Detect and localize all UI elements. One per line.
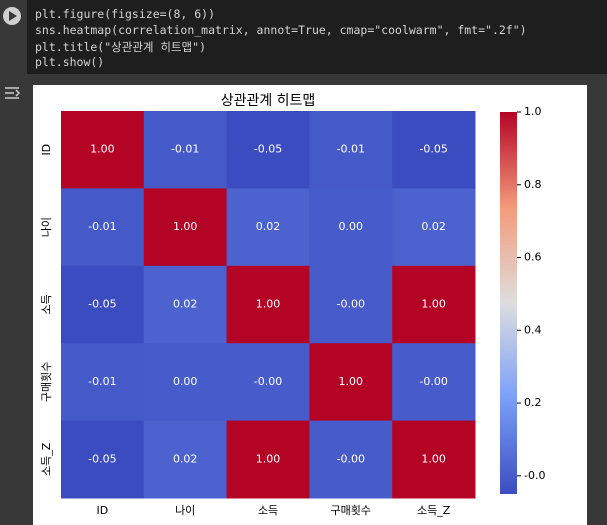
y-tick-label: 구매횟수: [40, 362, 53, 402]
x-tick-label: 나이: [175, 504, 195, 517]
y-tick-label: ID: [40, 144, 53, 156]
cell-label: -0.00: [254, 375, 282, 388]
heatmap-cell: [61, 420, 145, 499]
x-tick-label: 소득: [258, 504, 278, 517]
cell-gutter: [3, 7, 21, 99]
y-tick-label: 소득: [40, 294, 53, 314]
cell-label: 0.02: [256, 220, 281, 233]
heatmap-cell: [143, 265, 228, 344]
heatmap-cell: [392, 420, 476, 499]
heatmap-cell: [61, 343, 145, 422]
heatmap-cell: [392, 111, 476, 189]
heatmap-cell: [143, 188, 228, 267]
code-cell[interactable]: plt.figure(figsize=(8, 6)) sns.heatmap(c…: [27, 0, 607, 74]
cell-label: -0.01: [88, 220, 116, 233]
heatmap-cell: [143, 111, 228, 189]
x-tick-label: 구매횟수: [331, 504, 371, 517]
x-tick-label: 소득_Z: [417, 504, 451, 517]
y-tick-label: 나이: [40, 217, 53, 237]
cell-label: 1.00: [339, 375, 364, 388]
cell-label: 1.00: [256, 298, 281, 311]
chart: 상관관계 히트맵 1.00 -0.01 -0.05 -0.01 -0.05 -0.01 1.…: [33, 85, 587, 525]
code-line: sns.heatmap(correlation_matrix, annot=Tr…: [35, 23, 527, 37]
heatmap-cell: [143, 420, 228, 499]
code-line: plt.show(): [35, 55, 105, 69]
y-tick-label: 소득_Z: [40, 442, 53, 476]
cell-label: 0.00: [173, 375, 198, 388]
colorbar-tick-label: 0.8: [524, 178, 542, 191]
colorbar-tick-label: 1.0: [524, 105, 542, 118]
heatmap-cell: [226, 111, 310, 189]
cell-label: 0.02: [173, 298, 198, 311]
code-line: plt.title("상관관계 히트맵"): [35, 40, 206, 54]
heatmap-cell: [309, 343, 393, 422]
heatmap-cell: [392, 188, 476, 267]
cell-label: -0.05: [88, 452, 116, 465]
cell-label: 0.02: [173, 452, 198, 465]
cell-label: -0.05: [254, 143, 282, 156]
cell-label: 0.00: [339, 220, 364, 233]
cell-label: 1.00: [421, 452, 446, 465]
x-tick-label: ID: [97, 504, 109, 517]
heatmap-cell: [226, 420, 310, 499]
heatmap-cell: [392, 343, 476, 422]
heatmap-cell: [226, 188, 310, 267]
cell-label: 1.00: [256, 452, 281, 465]
cell-label: -0.05: [88, 298, 116, 311]
cell-label: -0.00: [337, 452, 365, 465]
heatmap-cell: [309, 111, 393, 189]
heatmap-cell: [61, 265, 145, 344]
colorbar-tick-label: 0.2: [524, 396, 542, 409]
cell-label: -0.00: [419, 375, 447, 388]
cell-label: 1.00: [90, 143, 115, 156]
colorbar-tick-label: -0.0: [524, 469, 545, 482]
cell-label: -0.01: [337, 143, 365, 156]
colorbar-tick-label: 0.4: [524, 323, 542, 336]
heatmap-cell: [309, 420, 393, 499]
output-icon[interactable]: [5, 87, 21, 99]
cell-label: -0.01: [88, 375, 116, 388]
heatmap-cell: [309, 265, 393, 344]
colorbar-tick-label: 0.6: [524, 251, 542, 264]
heatmap-cell: [226, 343, 310, 422]
heatmap-cell: [61, 188, 145, 267]
heatmap-cell: [143, 343, 228, 422]
cell-label: 0.02: [421, 220, 446, 233]
code-line: plt.figure(figsize=(8, 6)): [35, 7, 216, 21]
cell-label: 1.00: [173, 220, 198, 233]
heatmap-cell: [309, 188, 393, 267]
colorbar: [500, 112, 517, 494]
cell-label: -0.01: [171, 143, 199, 156]
heatmap-cell: [226, 265, 310, 344]
cell-label: -0.05: [419, 143, 447, 156]
cell-label: 1.00: [421, 298, 446, 311]
chart-title: 상관관계 히트맵: [221, 93, 316, 109]
heatmap-cell: [392, 265, 476, 344]
cell-label: -0.00: [337, 298, 365, 311]
run-icon: [9, 11, 17, 21]
heatmap-cell: [61, 111, 145, 189]
